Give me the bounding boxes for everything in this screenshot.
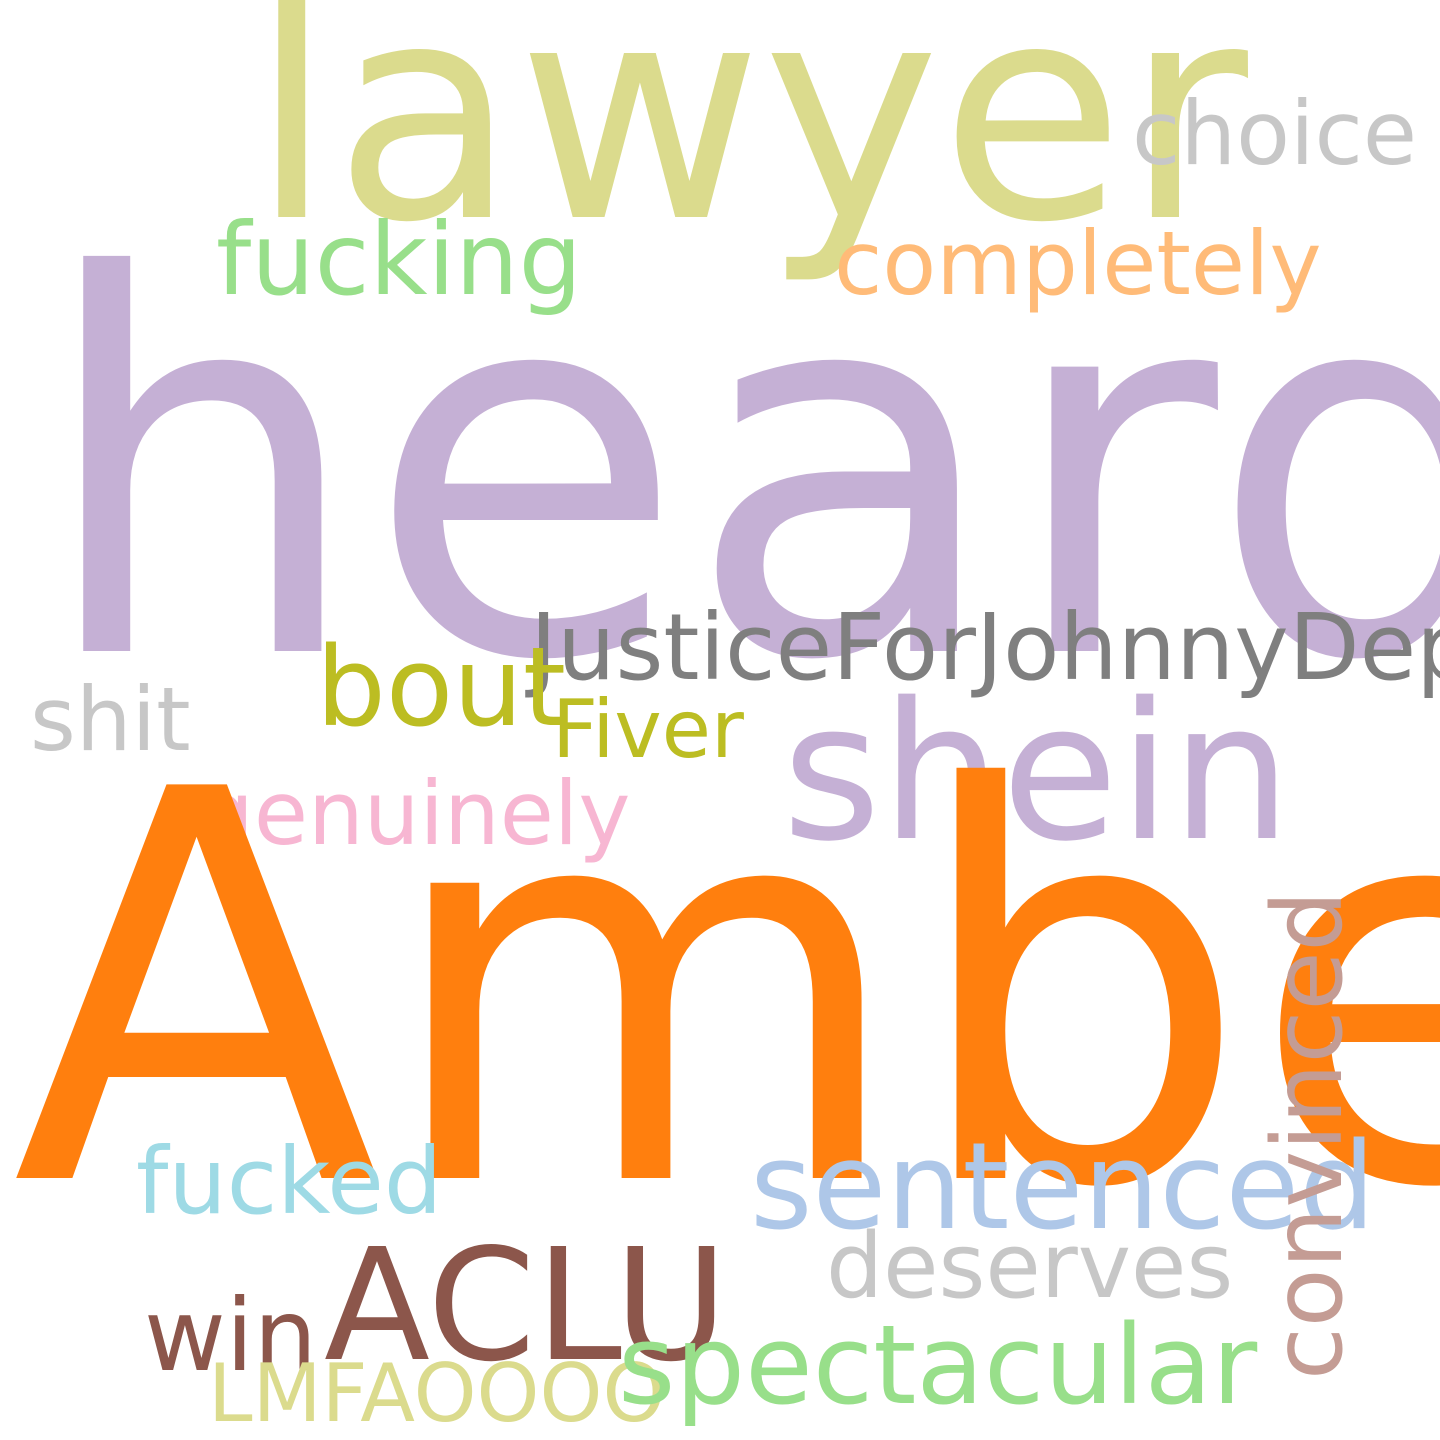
word-lawyer: lawyer [250,0,1248,288]
word-completely: completely [834,212,1322,315]
word-fiver: Fiver [552,683,744,776]
word-choice: choice [1132,82,1417,185]
word-genuinely: genuinely [198,762,631,865]
word-aclu: ACLU [324,1215,728,1396]
word-fucking: fucking [216,201,583,318]
word-spectacular: spectacular [618,1301,1258,1429]
word-shein: shein [782,662,1292,883]
word-convinced: convinced [1252,890,1364,1380]
word-fucked: fucked [136,1128,443,1235]
word-bout: bout [316,623,566,751]
word-deserves: deserves [826,1214,1234,1319]
word-heard: heard [36,168,1440,774]
word-amber: Amber [12,678,1440,1306]
word-win: win [144,1277,317,1394]
word-shit: shit [30,668,191,771]
word-lmfaoooo: LMFAOOOO [208,1347,666,1440]
word-justicefor-johnnydepp: JusticeForJohnnyDepp [530,594,1440,701]
word-sentenced: sentenced [750,1118,1376,1257]
